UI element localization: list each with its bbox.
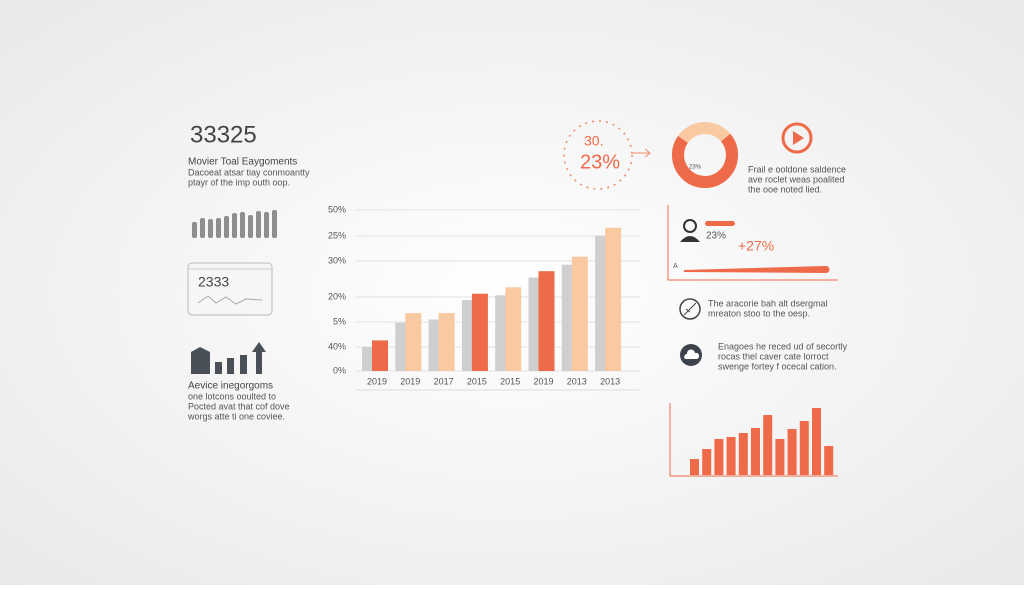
bar xyxy=(224,216,229,238)
note-line: mreaton stoo to the oesp. xyxy=(708,308,810,318)
x-tick-label: 2015 xyxy=(500,376,520,386)
donut-line: ave roclet weas poalited xyxy=(748,174,845,184)
note-line: Enagoes he reced ud of secortly xyxy=(718,341,848,351)
bar xyxy=(726,437,736,475)
bar xyxy=(495,295,507,371)
card-sparkline xyxy=(197,295,263,305)
play-icon xyxy=(781,122,813,154)
user-bar xyxy=(705,221,735,226)
bar xyxy=(461,300,473,371)
donut-line: Frail e ooldone saldence xyxy=(748,164,846,174)
bar xyxy=(192,222,197,238)
note-icon-mark xyxy=(683,302,697,316)
devices-title: Aevice inegorgoms xyxy=(188,381,273,392)
bar xyxy=(799,421,809,475)
bar xyxy=(812,408,821,475)
y-tick-label: 5% xyxy=(333,316,346,326)
devices-icon xyxy=(191,342,266,374)
bar xyxy=(751,428,760,475)
devices-line: Pocted avat that cof dove xyxy=(188,401,290,411)
arrow xyxy=(632,148,651,158)
x-tick-label: 2017 xyxy=(434,376,454,386)
bar xyxy=(232,213,237,238)
x-tick-label: 2013 xyxy=(567,376,587,386)
bar xyxy=(763,415,773,475)
devices-line: one lotcons ooulted to xyxy=(188,391,276,401)
y-tick-label: 0% xyxy=(333,365,346,375)
summary-title: Movier Toal Eaygoments xyxy=(188,157,297,168)
note-line: rocas thel caver cate lorroct xyxy=(718,351,829,361)
summary-value: 33325 xyxy=(190,121,257,148)
donut-line: the ooe noted lied. xyxy=(748,184,822,194)
x-tick-label: 2015 xyxy=(467,376,487,386)
bar xyxy=(538,271,555,371)
ring-value: 23% xyxy=(580,151,620,173)
cloud xyxy=(684,349,700,359)
play-triangle xyxy=(793,131,804,145)
bar xyxy=(571,256,588,371)
bar xyxy=(595,235,607,371)
donut-arc xyxy=(672,122,738,188)
bar xyxy=(405,313,422,371)
x-tick-label: 2019 xyxy=(533,376,553,386)
bar xyxy=(428,319,440,371)
bar xyxy=(200,218,205,238)
bar xyxy=(702,449,712,475)
bar xyxy=(471,293,488,371)
bar xyxy=(272,210,277,238)
bar xyxy=(256,211,261,238)
bar xyxy=(216,218,221,238)
y-tick-label: 30% xyxy=(328,255,346,265)
bar xyxy=(208,219,213,238)
note-line: swenge fortey f ocecal cation. xyxy=(718,361,837,371)
bar xyxy=(395,322,407,371)
axis-label: A xyxy=(673,263,678,270)
bar xyxy=(824,446,834,475)
bar xyxy=(240,212,245,238)
donut-label: 23% xyxy=(689,165,702,171)
summary-line: ptayr of the imp outh oop. xyxy=(188,177,290,187)
y-tick-label: 25% xyxy=(328,230,346,240)
user-value: 23% xyxy=(706,231,726,242)
bar xyxy=(738,433,748,475)
panel-axis xyxy=(667,205,838,281)
bar xyxy=(787,429,797,475)
bar xyxy=(438,313,455,371)
bar xyxy=(775,439,785,475)
summary-line: Dacoeat atsar tiay conmoantty xyxy=(188,167,310,177)
user-change: +27% xyxy=(738,238,774,254)
bar xyxy=(714,439,724,475)
devices-line: worgs atte ti one coviee. xyxy=(187,411,285,421)
bar xyxy=(690,459,699,475)
bar xyxy=(362,346,373,371)
mini-card xyxy=(187,262,273,316)
note-line: The aracorie bah alt dsergmal xyxy=(708,298,828,308)
y-tick-label: 40% xyxy=(328,341,346,351)
progress xyxy=(684,266,830,273)
card-value: 2333 xyxy=(198,274,229,290)
bar xyxy=(264,212,269,238)
x-tick-label: 2019 xyxy=(367,376,387,386)
chart-axis xyxy=(669,403,838,477)
bar xyxy=(561,264,573,371)
dotted-ring xyxy=(563,120,633,190)
bar xyxy=(248,215,253,238)
x-tick-label: 2013 xyxy=(600,376,620,386)
y-tick-label: 50% xyxy=(328,204,346,214)
ring-top: 30. xyxy=(584,133,603,149)
user-icon-body xyxy=(680,236,700,242)
bar xyxy=(528,277,540,371)
bar xyxy=(505,287,522,371)
bar xyxy=(605,227,622,371)
note-icon xyxy=(679,298,701,320)
x-tick-label: 2019 xyxy=(400,376,420,386)
bar xyxy=(372,340,388,371)
user-icon xyxy=(683,219,697,233)
y-tick-label: 20% xyxy=(328,291,346,301)
